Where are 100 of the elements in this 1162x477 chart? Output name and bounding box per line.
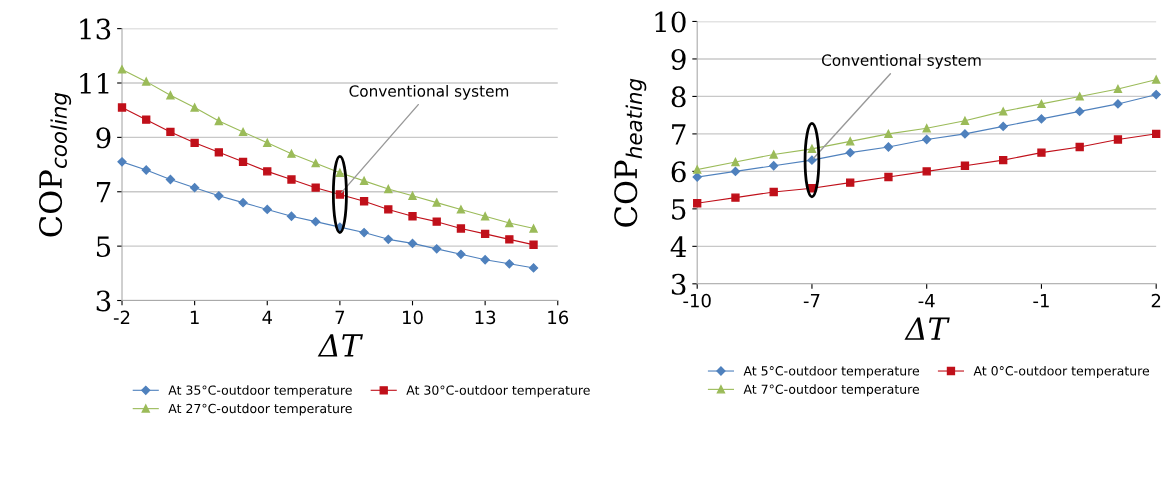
point bbox=[922, 124, 931, 133]
x-tick-label: 16 bbox=[548, 310, 569, 325]
x-tick-label: -10 bbox=[683, 293, 711, 308]
legend-label: At 27°C-outdoor temperature bbox=[168, 403, 352, 416]
x-tick-label: 10 bbox=[403, 310, 423, 325]
x-tick-label: -2 bbox=[113, 310, 130, 324]
point bbox=[922, 167, 931, 176]
y-tick-label: 9 bbox=[96, 127, 111, 149]
y-tick-label: 4 bbox=[670, 236, 687, 257]
point bbox=[1075, 106, 1085, 117]
point bbox=[731, 157, 740, 167]
y-tick-label: 9 bbox=[671, 48, 686, 70]
point bbox=[311, 183, 320, 192]
point bbox=[846, 137, 855, 146]
point bbox=[529, 240, 538, 249]
point bbox=[117, 65, 127, 74]
point bbox=[884, 129, 893, 139]
point bbox=[408, 191, 417, 200]
point bbox=[1151, 89, 1161, 100]
point bbox=[730, 166, 741, 177]
y-tick-label: 3 bbox=[671, 273, 686, 295]
point bbox=[960, 116, 970, 125]
point bbox=[480, 255, 490, 265]
point bbox=[408, 212, 417, 221]
y-tick-label: 13 bbox=[80, 18, 111, 40]
point bbox=[141, 165, 151, 175]
point bbox=[960, 129, 970, 139]
point bbox=[456, 224, 466, 233]
point bbox=[263, 138, 272, 147]
point bbox=[384, 184, 393, 194]
x-tick-label: -7 bbox=[803, 294, 820, 308]
point bbox=[529, 224, 538, 233]
point bbox=[883, 142, 894, 152]
point bbox=[693, 165, 702, 174]
point bbox=[505, 235, 514, 244]
point bbox=[359, 227, 369, 238]
x-tick-label: 7 bbox=[335, 310, 345, 324]
y-tick-label: 8 bbox=[671, 86, 686, 108]
point bbox=[432, 198, 441, 207]
point bbox=[884, 172, 893, 182]
point bbox=[166, 127, 175, 137]
y-tick-label: 3 bbox=[96, 290, 111, 312]
y-tick-label: 7 bbox=[96, 182, 111, 203]
x-tick-label: -1 bbox=[1033, 294, 1049, 308]
point bbox=[238, 127, 248, 137]
point bbox=[528, 263, 539, 273]
point bbox=[214, 191, 224, 201]
point bbox=[384, 205, 393, 214]
y-tick-label: 11 bbox=[80, 72, 109, 94]
point bbox=[1037, 99, 1046, 109]
x-tick-label: -4 bbox=[918, 294, 935, 308]
point bbox=[807, 144, 817, 154]
point bbox=[769, 187, 778, 197]
point bbox=[769, 150, 778, 159]
point bbox=[166, 91, 175, 100]
point bbox=[846, 178, 855, 187]
y-tick-label: 10 bbox=[655, 11, 686, 33]
point bbox=[359, 176, 369, 186]
point bbox=[238, 198, 248, 208]
x-axis-title: ΔT bbox=[904, 317, 950, 340]
annotation: Conventional system bbox=[349, 84, 509, 100]
point bbox=[117, 157, 127, 167]
point bbox=[263, 167, 272, 176]
point bbox=[1113, 99, 1123, 109]
point bbox=[922, 134, 932, 145]
legend-label: At 35°C-outdoor temperature bbox=[168, 385, 352, 398]
point bbox=[1037, 148, 1046, 157]
y-tick-label: 7 bbox=[672, 124, 686, 145]
y-tick-label: 6 bbox=[671, 161, 686, 183]
point bbox=[456, 205, 466, 214]
point bbox=[335, 168, 345, 177]
point bbox=[1152, 75, 1161, 84]
point bbox=[731, 193, 740, 202]
point bbox=[407, 238, 418, 249]
point bbox=[807, 155, 817, 165]
legend-label: At 5°C-outdoor temperature bbox=[743, 365, 920, 378]
annotation: Conventional system bbox=[821, 54, 981, 69]
point bbox=[238, 157, 248, 167]
point bbox=[142, 77, 151, 86]
point bbox=[480, 229, 490, 239]
point bbox=[505, 218, 514, 228]
point bbox=[190, 138, 199, 147]
point bbox=[214, 116, 224, 126]
point bbox=[432, 217, 441, 226]
point bbox=[1113, 135, 1123, 144]
point bbox=[456, 249, 466, 259]
y-tick-label: 5 bbox=[96, 236, 111, 258]
point bbox=[432, 244, 442, 254]
point bbox=[1113, 84, 1123, 94]
point bbox=[383, 234, 393, 244]
point bbox=[311, 159, 320, 168]
point bbox=[693, 199, 702, 208]
legend-label: At 0°C-outdoor temperature bbox=[973, 365, 1150, 378]
point bbox=[692, 172, 702, 182]
point bbox=[1036, 114, 1047, 124]
point bbox=[960, 161, 970, 170]
point bbox=[190, 183, 200, 193]
point bbox=[142, 115, 151, 124]
point bbox=[998, 121, 1008, 132]
x-axis-title: ΔT bbox=[317, 334, 363, 357]
